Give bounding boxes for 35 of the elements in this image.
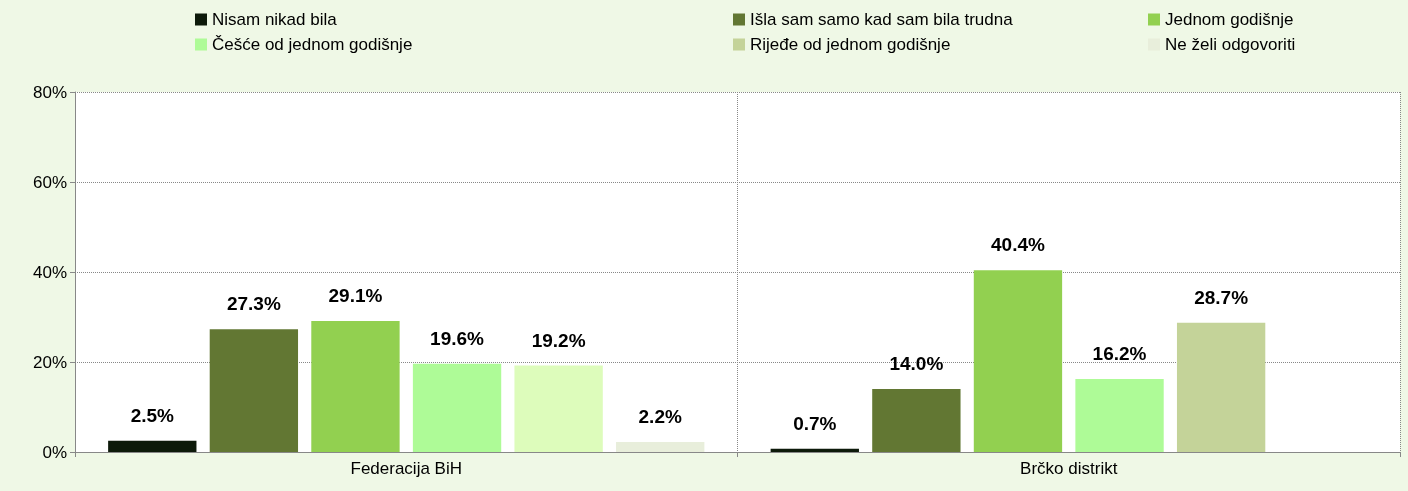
y-tick-label: 80% (32, 82, 67, 102)
bar (1176, 322, 1266, 452)
data-label: 0.7% (793, 412, 837, 434)
data-label: 19.2% (531, 329, 586, 351)
data-label: 40.4% (991, 234, 1045, 256)
legend-label: Nisam nikad bila (212, 10, 338, 29)
bar (209, 329, 299, 452)
bar (872, 389, 961, 452)
data-label: 2.5% (130, 404, 175, 426)
data-label: 16.2% (1092, 343, 1147, 365)
bar (108, 440, 197, 452)
data-label: 2.2% (638, 406, 682, 428)
data-label: 28.7% (1194, 286, 1249, 308)
legend-label: Rijeđe od jednom godišnje (750, 35, 951, 54)
data-label: 29.1% (328, 285, 383, 307)
bar (514, 365, 603, 452)
data-label: 14.0% (889, 353, 944, 374)
legend-label: Ne želi odgovoriti (1165, 35, 1296, 54)
y-tick-label: 20% (32, 352, 67, 372)
bar (311, 321, 400, 452)
legend-label: Jednom godišnje (1165, 10, 1294, 29)
bar (412, 363, 502, 452)
bar (616, 442, 705, 452)
y-tick-label: 0% (42, 442, 67, 462)
x-tick-label: Federacija BiH (350, 459, 462, 478)
legend-label: Išla sam samo kad sam bila trudna (750, 10, 1014, 29)
bar (770, 448, 859, 452)
x-tick-label: Brčko distrikt (1020, 459, 1118, 478)
bar (973, 270, 1063, 452)
data-label: 27.3% (226, 293, 281, 315)
y-tick-label: 60% (32, 172, 67, 192)
legend-label: Češće od jednom godišnje (212, 35, 413, 54)
y-tick-label: 40% (32, 262, 67, 282)
bar (1075, 379, 1164, 452)
data-label: 19.6% (430, 327, 485, 349)
